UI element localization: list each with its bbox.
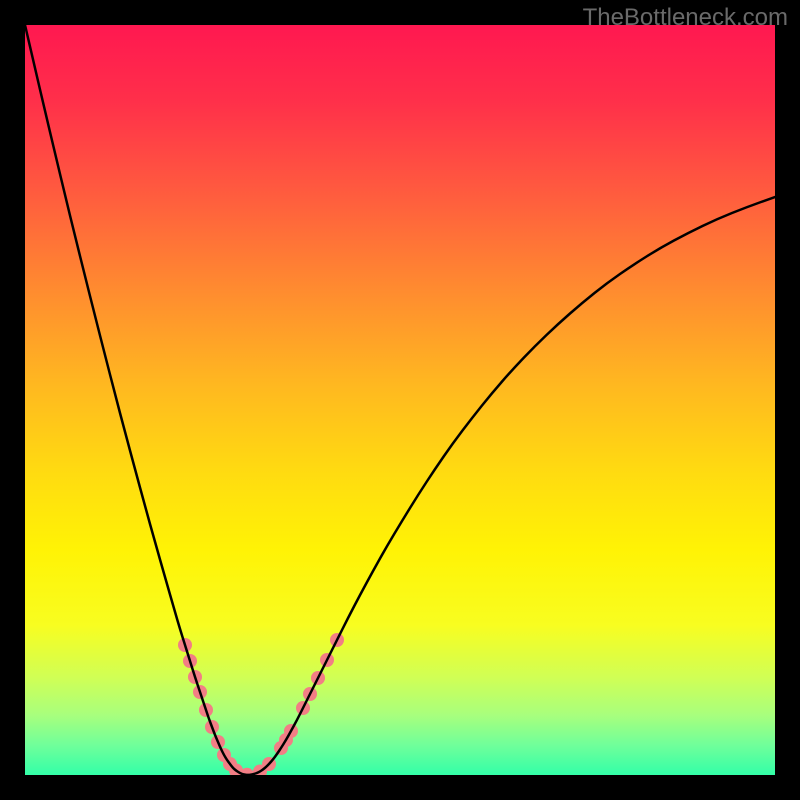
bottleneck-curve bbox=[25, 25, 775, 775]
curve-path bbox=[25, 25, 775, 775]
chart-frame: TheBottleneck.com bbox=[0, 0, 800, 800]
plot-area bbox=[25, 25, 775, 775]
watermark-text: TheBottleneck.com bbox=[583, 4, 788, 32]
